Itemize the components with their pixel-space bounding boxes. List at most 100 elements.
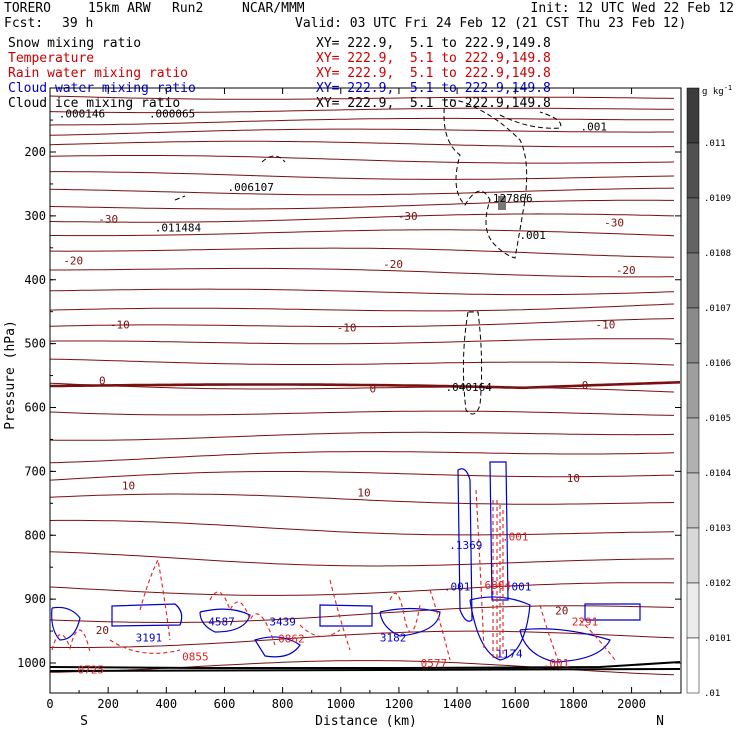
model-org: NCAR/MMM <box>242 1 305 16</box>
field-value-label: .001 <box>505 580 532 593</box>
isotherm-label: -10 <box>595 318 615 331</box>
field-value-label: .001 <box>543 657 570 670</box>
isotherm-label: 20 <box>555 605 568 618</box>
isotherm-line <box>50 267 675 278</box>
x-tick-label: 1400 <box>443 697 472 711</box>
isotherm-label: -30 <box>398 210 418 223</box>
field-value-label: .006107 <box>227 181 273 194</box>
isotherm-line <box>49 303 675 312</box>
y-tick-label: 600 <box>24 401 46 415</box>
isotherm-line <box>49 288 675 296</box>
plot-frame <box>49 87 682 694</box>
field-value-label: 3439 <box>269 615 296 628</box>
x-tick-label: 2000 <box>617 697 646 711</box>
colorbar-segment <box>686 142 700 199</box>
legend-xy-rain: XY= 222.9, 5.1 to 222.9,149.8 <box>316 66 551 81</box>
isotherm-label: -20 <box>63 255 83 268</box>
rain-contour <box>389 592 421 633</box>
isotherm-line <box>49 605 675 623</box>
snow-contour <box>499 111 562 129</box>
snow-contour <box>174 195 186 201</box>
y-tick-label: 1000 <box>17 656 46 670</box>
isotherm-label: -10 <box>337 322 357 335</box>
colorbar-segment <box>686 87 700 144</box>
legend-xy-temperature: XY= 222.9, 5.1 to 222.9,149.8 <box>316 51 551 66</box>
isotherm-label: 20 <box>96 624 109 637</box>
rain-contour <box>429 589 451 661</box>
endpoint-left-label: S <box>80 714 88 729</box>
cloud-water-contour <box>519 628 611 663</box>
rain-contour <box>109 639 181 654</box>
isotherm-line <box>49 95 675 100</box>
cloud-water-contour <box>489 461 509 601</box>
forecast-label: Fcst: <box>4 16 44 31</box>
isotherm-line <box>49 199 674 210</box>
colorbar-label: .011 <box>704 139 726 149</box>
zero-isotherm-line <box>49 381 681 390</box>
isotherm-line <box>49 358 675 366</box>
y-tick-label: 700 <box>24 464 46 478</box>
x-tick-label: 1600 <box>501 697 530 711</box>
isotherm-line <box>49 493 675 505</box>
colorbar-unit: g kg-1 <box>702 84 732 97</box>
isotherm-line <box>49 140 674 148</box>
isotherm-line <box>49 187 675 196</box>
model-resolution: 15km ARW <box>88 1 151 16</box>
legend-xy-snow: XY= 222.9, 5.1 to 222.9,149.8 <box>316 36 551 51</box>
x-tick-label: 600 <box>214 697 236 711</box>
field-label-layer: -30 -30 -30 -20 -20 -20 -10 -10 -10 0 0 0 10 10 10 20 20… <box>59 108 636 677</box>
isotherm-label: -30 <box>98 213 118 226</box>
isotherm-label: -10 <box>110 318 130 331</box>
cloud-water-contour <box>254 636 301 658</box>
colorbar-label: .0105 <box>704 414 731 424</box>
rain-contour <box>329 579 351 651</box>
colorbar-segment <box>686 307 700 364</box>
y-tick-label: 900 <box>24 592 46 606</box>
rain-contour <box>139 558 171 641</box>
terrain-line <box>49 668 681 672</box>
y-axis-title: Pressure (hPa) <box>3 320 18 430</box>
legend-label-rain: Rain water mixing ratio <box>8 66 189 81</box>
x-axis-title: Distance (km) <box>315 714 417 729</box>
colorbar-label: .0107 <box>704 304 731 314</box>
isotherm-label: 10 <box>567 472 580 485</box>
cloud-water-contour <box>111 603 183 627</box>
colorbar-segment <box>686 637 700 694</box>
field-value-label: 1174 <box>496 647 523 660</box>
field-value-label: 3182 <box>380 631 407 644</box>
field-value-label: 0855 <box>182 651 209 664</box>
field-value-label: 3191 <box>136 631 163 644</box>
x-tick-label: 1200 <box>384 697 413 711</box>
field-value-label: .011484 <box>155 221 202 234</box>
colorbar-segment <box>686 527 700 584</box>
isotherm-line <box>49 630 675 648</box>
rain-contour <box>475 489 485 651</box>
legend-xy-cloud-ice: XY= 222.9, 5.1 to 222.9,149.8 <box>316 96 551 111</box>
model-name: TORERO <box>4 1 51 16</box>
isotherm-line <box>50 171 675 180</box>
x-tick-label: 200 <box>97 697 119 711</box>
colorbar-label: .01 <box>704 689 720 699</box>
cloud-ice-contour <box>462 311 483 415</box>
isotherm-line <box>49 128 674 136</box>
x-tick-label: 1000 <box>326 697 355 711</box>
field-value-label: .001 <box>502 531 529 544</box>
y-tick-label: 800 <box>24 528 46 542</box>
y-tick-label: 400 <box>24 273 46 287</box>
colorbar-label: .0109 <box>704 194 731 204</box>
cloud-water-contour <box>584 603 641 621</box>
model-run: Run2 <box>172 1 204 16</box>
field-value-label: .1369 <box>449 539 482 552</box>
field-value-label: .001 <box>519 229 546 242</box>
colorbar-segment <box>686 362 700 419</box>
legend-label-temperature: Temperature <box>8 51 95 66</box>
init-time: Init: 12 UTC Wed 22 Feb 12 <box>530 1 735 16</box>
snow-contour <box>443 99 528 259</box>
rain-contour <box>299 624 341 637</box>
contour-layer <box>49 95 681 676</box>
isotherm-label: 0 <box>99 375 106 388</box>
rain-contour <box>51 629 91 653</box>
rain-contour <box>539 604 561 666</box>
